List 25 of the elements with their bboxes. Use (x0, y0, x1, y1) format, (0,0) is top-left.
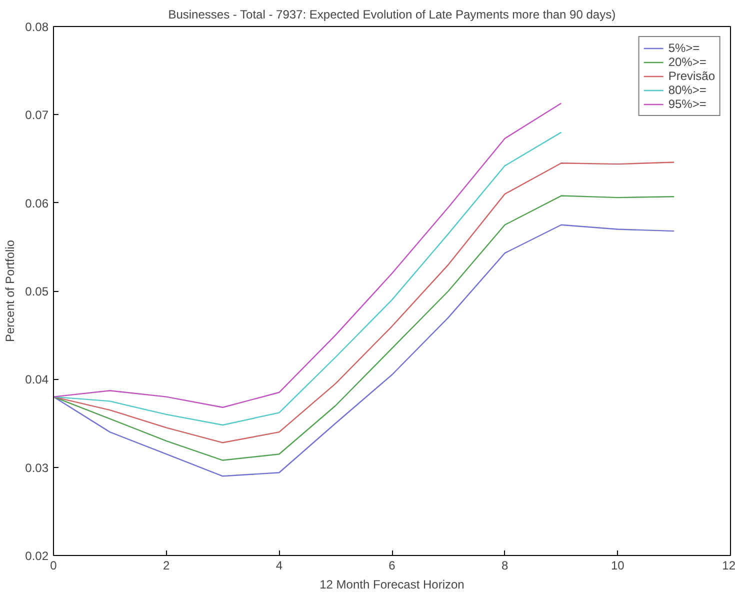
y-tick-label: 0.06 (25, 196, 49, 210)
x-axis-title: 12 Month Forecast Horizon (320, 578, 464, 592)
chart-title: Businesses - Total - 7937: Expected Evolution of Late Payments more than 90 days) (168, 8, 616, 22)
legend-label: Previsão (668, 69, 715, 83)
y-tick-label: 0.02 (25, 549, 49, 563)
y-tick-label: 0.05 (25, 284, 49, 298)
x-tick-label: 8 (501, 558, 508, 572)
line-series (54, 195, 675, 461)
legend-label: 80%>= (668, 83, 706, 97)
x-tick-label: 6 (388, 558, 396, 572)
x-tick-label: 12 (722, 558, 735, 572)
x-tick-label: 2 (162, 558, 170, 572)
y-tick-label: 0.04 (25, 372, 49, 387)
x-tick-label: 0 (50, 558, 58, 572)
legend-label: 20%>= (668, 55, 706, 69)
x-tick-label: 10 (610, 558, 625, 572)
line-series (54, 162, 675, 444)
y-axis-title: Percent of Portfolio (3, 240, 18, 342)
y-tick-label: 0.07 (25, 108, 49, 122)
y-tick-label: 0.08 (25, 20, 49, 34)
legend-label: 95%>= (668, 97, 706, 111)
legend-label: 5%>= (668, 41, 700, 55)
line-series (54, 224, 675, 477)
x-tick-label: 4 (276, 558, 283, 572)
y-tick-label: 0.03 (25, 460, 49, 475)
